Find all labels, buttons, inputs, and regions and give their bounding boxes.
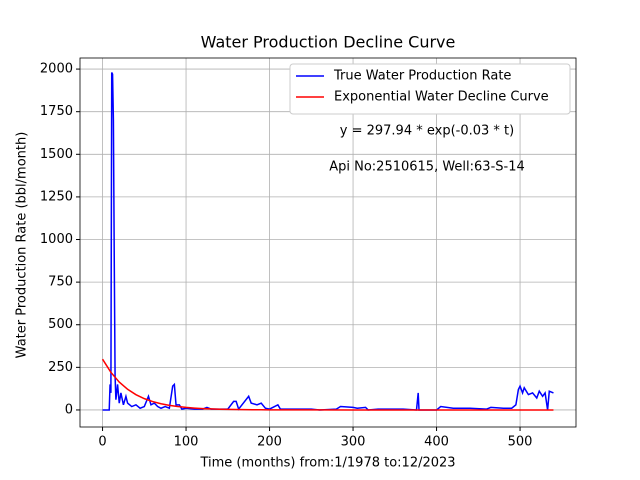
y-tick-label: 1500 — [40, 147, 73, 162]
data-line — [102, 72, 554, 411]
x-tick-label: 400 — [424, 435, 449, 450]
y-tick-label: 250 — [48, 360, 73, 375]
x-tick-label: 100 — [174, 435, 199, 450]
annotation: y = 297.94 * exp(-0.03 * t) — [340, 124, 514, 139]
y-tick-label: 1750 — [40, 104, 73, 119]
plot-frame — [79, 57, 577, 428]
data-line — [101, 358, 554, 411]
y-tick-label: 500 — [48, 317, 73, 332]
legend-box — [289, 63, 571, 115]
x-tick-label: 200 — [257, 435, 282, 450]
x-axis-label: Time (months) from:1/1978 to:12/2023 — [199, 456, 455, 471]
chart-title: Water Production Decline Curve — [201, 33, 456, 52]
y-tick-label: 1000 — [40, 232, 73, 247]
legend-label: True Water Production Rate — [333, 69, 511, 84]
x-tick-label: 0 — [98, 435, 106, 450]
x-tick-label: 500 — [508, 435, 533, 450]
y-tick-label: 0 — [65, 402, 73, 417]
y-tick-label: 750 — [48, 275, 73, 290]
y-tick-label: 2000 — [40, 62, 73, 77]
annotation: Api No:2510615, Well:63-S-14 — [329, 160, 525, 175]
y-axis-label: Water Production Rate (bbl/month) — [15, 132, 30, 359]
y-tick-label: 1250 — [40, 189, 73, 204]
legend-label: Exponential Water Decline Curve — [334, 90, 549, 105]
x-tick-label: 300 — [341, 435, 366, 450]
